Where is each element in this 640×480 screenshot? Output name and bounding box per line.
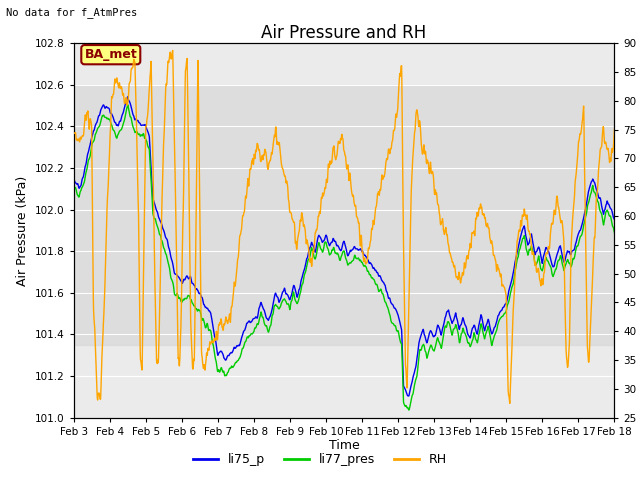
Legend: li75_p, li77_pres, RH: li75_p, li77_pres, RH — [188, 448, 452, 471]
Bar — [74, 85, 614, 345]
X-axis label: Time: Time — [328, 439, 360, 453]
Text: No data for f_AtmPres: No data for f_AtmPres — [6, 7, 138, 18]
Title: Air Pressure and RH: Air Pressure and RH — [261, 24, 427, 42]
Y-axis label: Air Pressure (kPa): Air Pressure (kPa) — [16, 175, 29, 286]
Text: BA_met: BA_met — [84, 48, 137, 61]
